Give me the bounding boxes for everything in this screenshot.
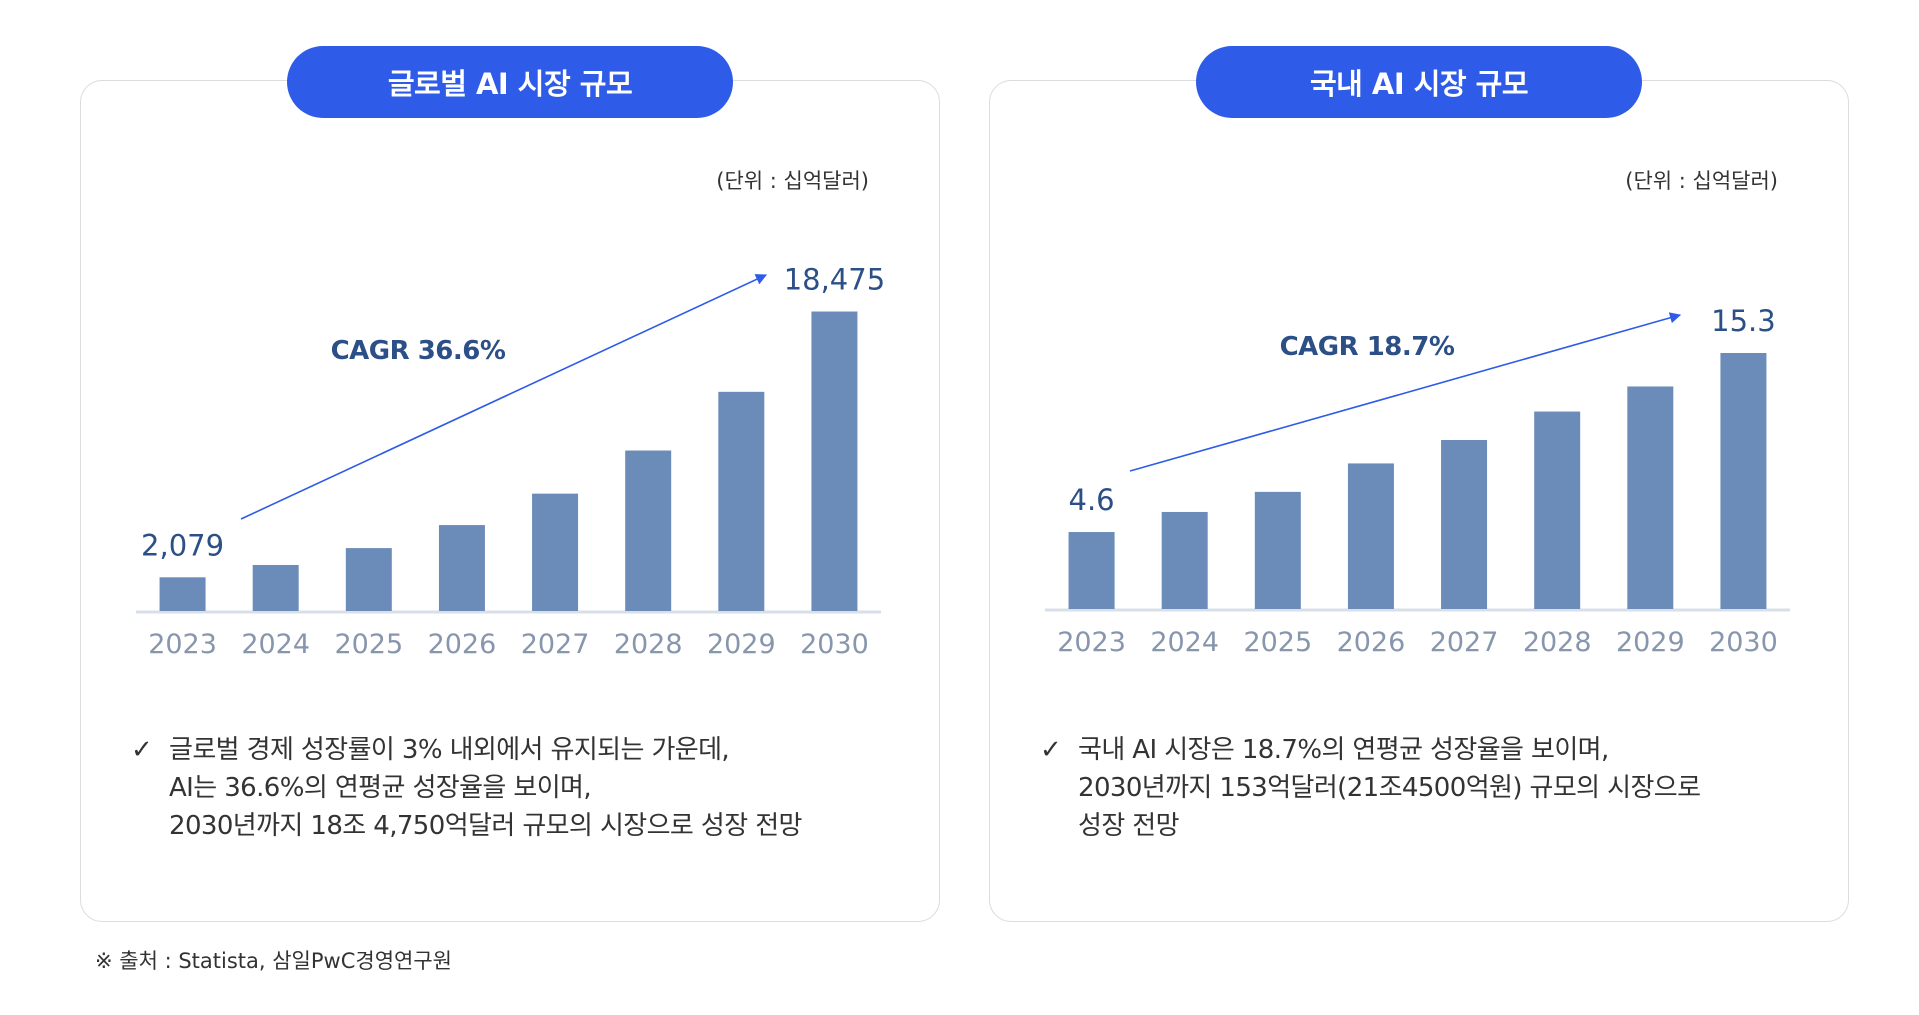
bar-2028 [625, 450, 672, 611]
growth-arrow [1129, 312, 1682, 472]
global-ai-market-chart: 2023 2024 2025 2026 2027 2028 2029 2030 2,079 18,… [136, 263, 885, 660]
x-tick-label: 2030 [1709, 627, 1778, 658]
global-summary-line-3: 2030년까지 18조 4,750억달러 규모의 시장으로 성장 전망 [169, 811, 802, 841]
x-tick-label: 2030 [800, 629, 869, 660]
global-ai-market-title: 글로벌 AI 시장 규모 [287, 46, 733, 118]
bar-2027 [532, 493, 579, 611]
bar-2023 [1068, 532, 1115, 609]
x-tick-label: 2029 [1616, 627, 1685, 658]
bar-2025 [345, 548, 392, 611]
cagr-annotation: CAGR 18.7% [1280, 332, 1455, 362]
domestic-ai-market-chart: 2023 2024 2025 2026 2027 2028 2029 2030 4.6 15.3 C… [1045, 304, 1790, 658]
x-tick-label: 2025 [1243, 627, 1312, 658]
bar-2026 [438, 525, 485, 611]
bar-2025 [1254, 491, 1301, 609]
domestic-summary: ✓ 국내 AI 시장은 18.7%의 연평균 성장율을 보이며, 2030년까지 … [1040, 731, 1701, 845]
domestic-ai-market-panel: 국내 AI 시장 규모 (단위 : 십억달러) 2023 2024 2025 2026… [989, 46, 1849, 922]
global-summary-line-2: AI는 36.6%의 연평균 성장율을 보이며, [169, 773, 592, 803]
global-summary-line-1: ✓ 글로벌 경제 성장률이 3% 내외에서 유지되는 가운데, [131, 731, 802, 769]
x-tick-label: 2028 [614, 629, 683, 660]
cagr-annotation: CAGR 36.6% [331, 336, 506, 366]
x-tick-label: 2027 [521, 629, 590, 660]
x-tick-label: 2027 [1430, 627, 1499, 658]
last-value-label: 18,475 [784, 263, 885, 297]
domestic-unit-label: (단위 : 십억달러) [1625, 169, 1778, 193]
x-tick-label: 2028 [1523, 627, 1592, 658]
bar-2030 [811, 311, 858, 611]
domestic-summary-line-3: 성장 전망 [1078, 811, 1180, 841]
first-value-label: 2,079 [141, 528, 224, 562]
bar-2029 [718, 391, 765, 611]
growth-arrow [240, 274, 768, 520]
last-value-label: 15.3 [1711, 304, 1776, 338]
x-tick-label: 2024 [241, 629, 310, 660]
check-icon: ✓ [131, 735, 153, 765]
x-tick-label: 2023 [1057, 627, 1126, 658]
source-note: ※ 출처 : Statista, 삼일PwC경영연구원 [95, 949, 452, 973]
x-tick-label: 2023 [148, 629, 217, 660]
first-value-label: 4.6 [1069, 483, 1115, 517]
bar-2028 [1534, 411, 1581, 609]
domestic-summary-line-2: 2030년까지 153억달러(21조4500억원) 규모의 시장으로 [1078, 773, 1701, 803]
domestic-ai-market-title: 국내 AI 시장 규모 [1196, 46, 1642, 118]
bar-2027 [1441, 440, 1488, 609]
check-icon: ✓ [1040, 735, 1062, 765]
x-tick-label: 2025 [334, 629, 403, 660]
bar-2029 [1627, 386, 1674, 609]
bar-2026 [1347, 463, 1394, 609]
x-tick-label: 2024 [1150, 627, 1219, 658]
x-tick-label: 2026 [1337, 627, 1406, 658]
bar-2024 [1161, 511, 1208, 609]
bar-2023 [159, 577, 206, 611]
global-ai-market-panel: 글로벌 AI 시장 규모 (단위 : 십억달러) 2023 2024 2025 202… [80, 46, 940, 922]
x-tick-label: 2029 [707, 629, 776, 660]
bar-2024 [252, 564, 299, 611]
global-summary: ✓ 글로벌 경제 성장률이 3% 내외에서 유지되는 가운데, AI는 36.6%… [131, 731, 802, 845]
bar-2030 [1720, 353, 1767, 609]
global-unit-label: (단위 : 십억달러) [716, 169, 869, 193]
x-tick-label: 2026 [428, 629, 497, 660]
domestic-summary-line-1: ✓ 국내 AI 시장은 18.7%의 연평균 성장율을 보이며, [1040, 731, 1700, 769]
